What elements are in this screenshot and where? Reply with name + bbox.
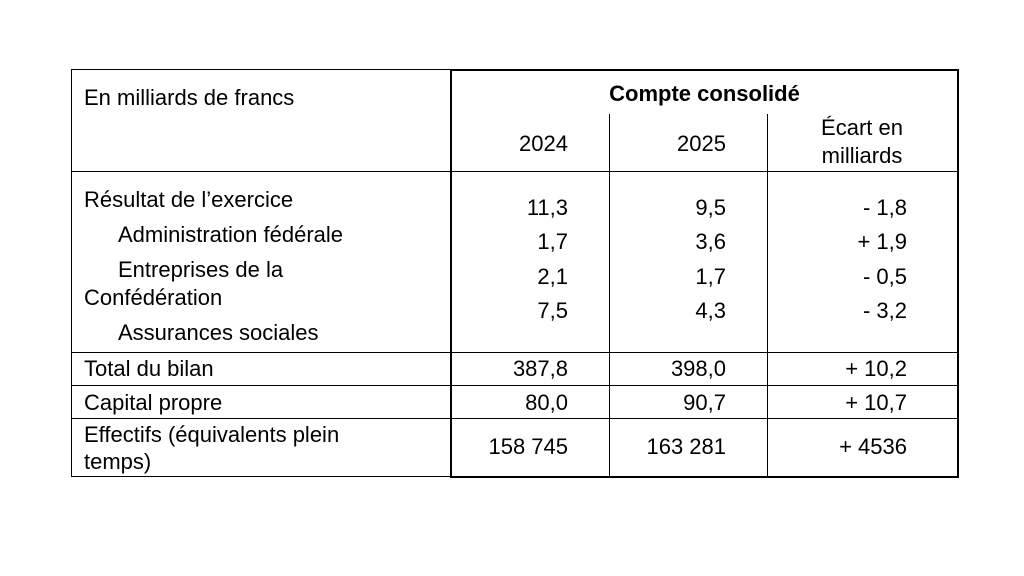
cell-capital-propre-ecart: + 10,7: [845, 390, 907, 415]
column-header-ecart-line1: Écart en: [821, 115, 903, 140]
cell-entreprises-ecart: - 0,5: [862, 264, 907, 289]
row-separator: [71, 352, 958, 353]
cell-capital-propre-2024: 80,0: [525, 390, 568, 415]
cell-entreprises-2024: 2,1: [537, 264, 568, 289]
row-label-assurances: Assurances sociales: [118, 320, 319, 345]
cell-administration-2025: 3,6: [695, 229, 726, 254]
cell-assurances-2025: 4,3: [695, 298, 726, 323]
cell-effectifs-2025: 163 281: [646, 434, 726, 459]
cell-effectifs-2024: 158 745: [488, 434, 568, 459]
cell-assurances-2024: 7,5: [537, 298, 568, 323]
cell-total-bilan-ecart: + 10,2: [845, 356, 907, 381]
column-header-ecart: Écart en milliards: [768, 114, 956, 170]
column-header-2025: 2025: [677, 131, 726, 156]
cell-entreprises-2025: 1,7: [695, 264, 726, 289]
row-label-resultat: Résultat de l’exercice: [84, 187, 294, 212]
cell-resultat-2024: 11,3: [526, 195, 568, 220]
group-header: Compte consolidé: [609, 81, 800, 106]
row-label-administration: Administration fédérale: [118, 222, 344, 247]
column-separator: [609, 114, 610, 476]
cell-resultat-2025: 9,5: [695, 195, 726, 220]
cell-administration-2024: 1,7: [537, 229, 568, 254]
table-left-border: [71, 69, 72, 477]
row-label-entreprises-line2: Confédération: [84, 285, 223, 310]
row-label-entreprises-line1: Entreprises de la: [118, 257, 284, 282]
column-header-2024: 2024: [519, 131, 568, 156]
consolidated-account-frame: [450, 69, 959, 478]
cell-total-bilan-2024: 387,8: [512, 356, 568, 381]
row-label-effectifs-line2: temps): [84, 449, 152, 474]
table-top-border: [71, 69, 453, 70]
header-separator: [71, 171, 958, 172]
row-label-capital-propre: Capital propre: [84, 390, 223, 415]
row-separator: [71, 418, 958, 419]
cell-assurances-ecart: - 3,2: [862, 298, 907, 323]
row-label-effectifs-line1: Effectifs (équivalents plein: [84, 422, 340, 447]
column-header-ecart-line2: milliards: [821, 143, 903, 168]
table-bottom-border: [71, 476, 453, 477]
cell-total-bilan-2025: 398,0: [670, 356, 726, 381]
row-separator: [71, 385, 958, 386]
cell-resultat-ecart: - 1,8: [862, 195, 907, 220]
cell-capital-propre-2025: 90,7: [683, 390, 726, 415]
cell-effectifs-ecart: + 4536: [839, 434, 907, 459]
row-label-total-bilan: Total du bilan: [84, 356, 214, 381]
unit-label: En milliards de francs: [84, 85, 295, 110]
column-separator: [767, 114, 768, 476]
cell-administration-ecart: + 1,9: [857, 229, 907, 254]
